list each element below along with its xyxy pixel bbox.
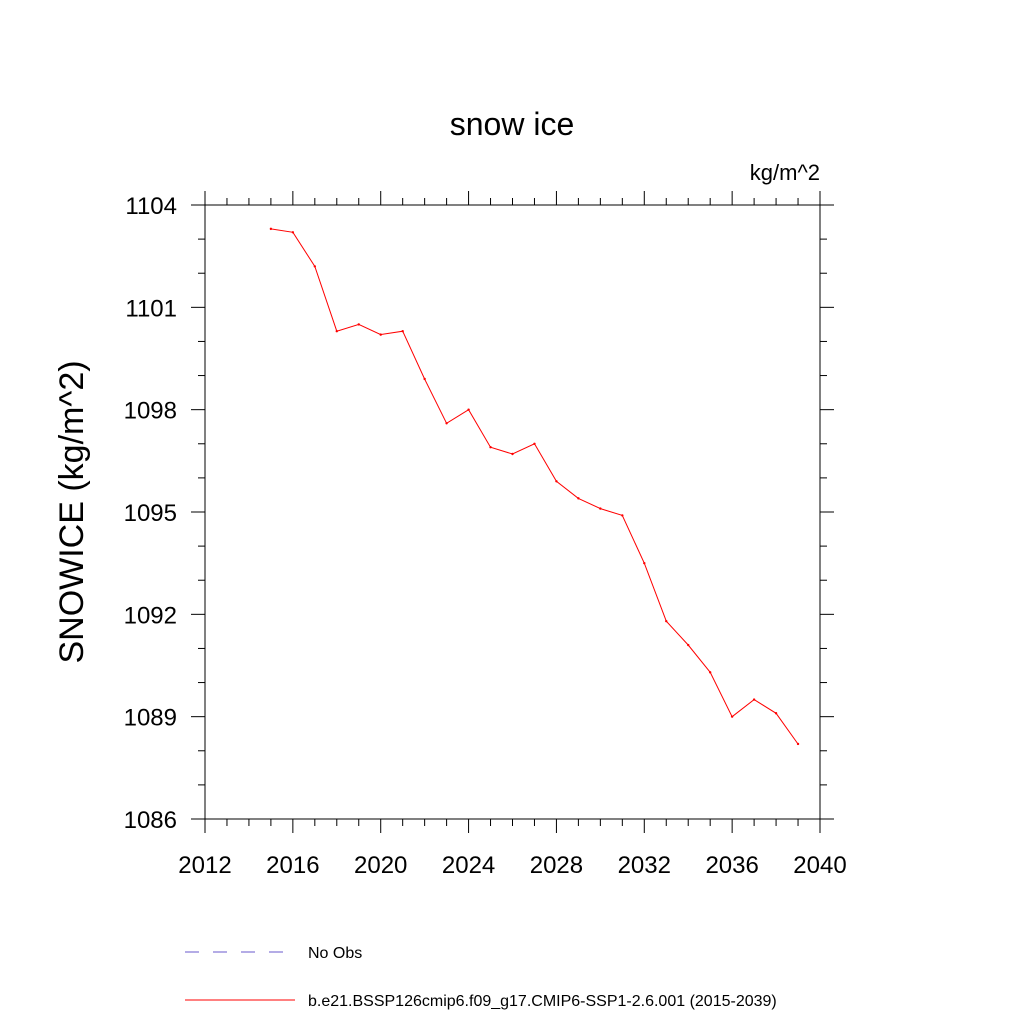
data-point xyxy=(445,422,448,425)
y-tick-label: 1086 xyxy=(124,807,177,834)
y-tick-label: 1089 xyxy=(124,705,177,732)
x-tick-label: 2016 xyxy=(266,852,319,879)
data-point xyxy=(621,514,624,517)
data-point xyxy=(577,497,580,500)
axis-ticks xyxy=(191,191,834,833)
data-point xyxy=(357,323,360,326)
data-point xyxy=(708,671,712,674)
y-tick-label: 1095 xyxy=(124,500,177,527)
data-point xyxy=(774,712,778,715)
data-point xyxy=(379,333,382,336)
data-point xyxy=(401,330,404,333)
y-tick-label: 1098 xyxy=(124,398,177,425)
series-line-1 xyxy=(270,228,799,745)
data-point xyxy=(489,445,492,449)
data-point xyxy=(533,442,536,445)
data-point xyxy=(467,408,470,411)
y-tick-label: 1092 xyxy=(124,602,177,629)
chart-title: snow ice xyxy=(450,106,575,142)
x-tick-label: 2024 xyxy=(442,852,495,879)
data-point xyxy=(269,227,273,231)
data-point xyxy=(796,742,800,746)
units-label: kg/m^2 xyxy=(750,160,820,185)
x-tick-label: 2040 xyxy=(793,852,846,879)
x-tick-label: 2020 xyxy=(354,852,407,879)
data-point xyxy=(313,265,317,268)
data-point xyxy=(665,619,668,623)
data-point xyxy=(511,452,514,456)
x-tick-label: 2012 xyxy=(178,852,231,879)
data-point xyxy=(730,715,734,718)
legend-label-0: No Obs xyxy=(308,945,362,962)
data-point xyxy=(423,377,426,381)
legend-label-1: b.e21.BSSP126cmip6.f09_g17.CMIP6-SSP1-2.… xyxy=(308,993,777,1010)
x-tick-label: 2028 xyxy=(530,852,583,879)
series-group xyxy=(269,227,800,746)
y-axis-label: SNOWICE (kg/m^2) xyxy=(53,360,91,663)
plot-frame xyxy=(204,204,821,820)
data-point xyxy=(599,507,602,510)
y-tick-label: 1104 xyxy=(125,193,177,220)
legend: No Obs b.e21.BSSP126cmip6.f09_g17.CMIP6-S… xyxy=(185,945,777,1010)
data-point xyxy=(555,480,558,483)
y-tick-label: 1101 xyxy=(125,295,177,322)
data-point xyxy=(687,643,690,647)
data-point xyxy=(643,561,646,565)
axis-tick-labels: 2012 2016 2020 2024 2028 2032 2036 2040 1086 1089… xyxy=(124,193,847,879)
data-point xyxy=(752,698,756,701)
data-point xyxy=(335,330,338,333)
x-tick-label: 2032 xyxy=(618,852,671,879)
x-tick-label: 2036 xyxy=(705,852,758,879)
data-point xyxy=(291,231,295,234)
